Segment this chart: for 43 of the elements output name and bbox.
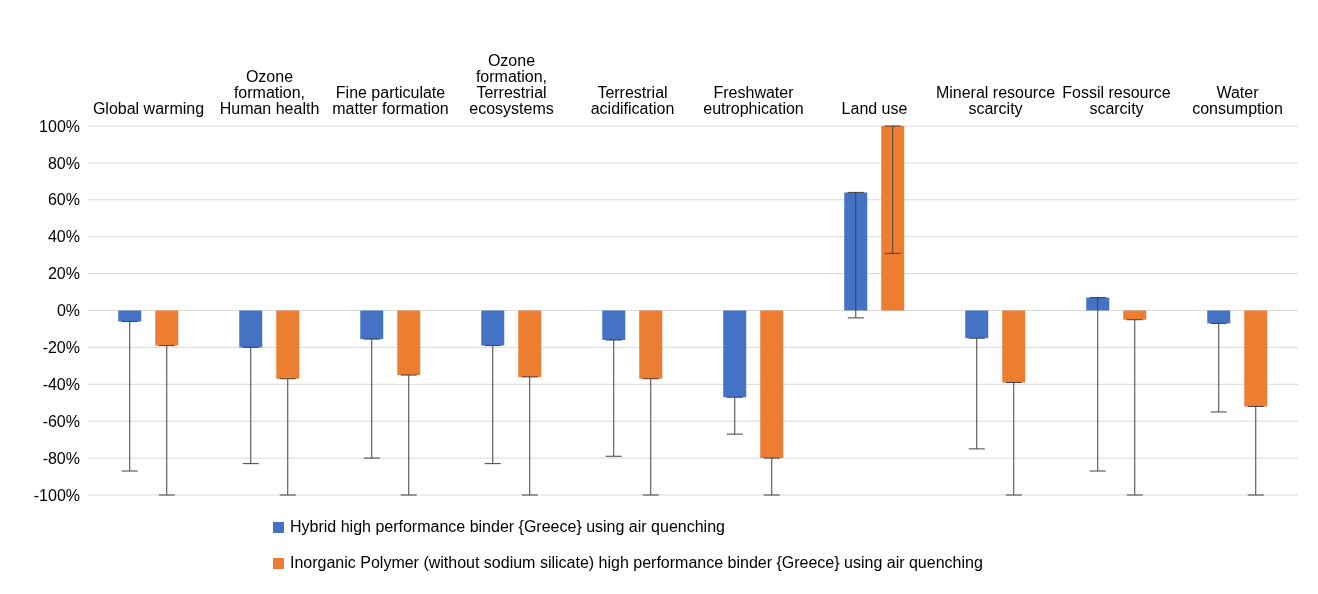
x-tick-label: Ozone formation, Terrestrial ecosystems	[469, 52, 554, 117]
bar	[1207, 310, 1231, 324]
bar	[881, 126, 905, 311]
bar	[1244, 310, 1268, 407]
y-tick-label: 0%	[56, 302, 80, 320]
y-tick-label: -100%	[33, 486, 80, 504]
bar	[118, 310, 142, 322]
x-tick-label: Water consumption	[1192, 84, 1283, 117]
x-tick-label: Freshwater eutrophication	[703, 84, 804, 117]
x-tick-label: Fossil resource scarcity	[1062, 84, 1171, 117]
bar	[518, 310, 542, 377]
y-tick-label: 100%	[39, 117, 80, 135]
bar	[965, 310, 989, 339]
x-tick-label: Global warming	[92, 100, 205, 117]
y-tick-label: 80%	[47, 154, 80, 172]
bar	[360, 310, 384, 340]
bar	[481, 310, 505, 346]
bar	[397, 310, 421, 376]
bar	[155, 310, 179, 346]
y-tick-label: 40%	[47, 228, 80, 246]
bar	[1002, 310, 1026, 383]
y-tick-label: -40%	[42, 375, 80, 393]
legend-label: Inorganic Polymer (without sodium silicate) high performance binder {Greece} using air quenching	[290, 553, 983, 573]
bar	[276, 310, 300, 379]
x-tick-label: Terrestrial acidification	[590, 84, 675, 117]
x-tick-label: Ozone formation, Human health	[219, 68, 320, 117]
bar	[602, 310, 626, 341]
y-tick-label: 20%	[47, 265, 80, 283]
y-tick-label: 60%	[47, 191, 80, 209]
bar	[1123, 310, 1147, 320]
bar	[723, 310, 747, 398]
bar	[1086, 297, 1110, 311]
bar	[844, 192, 868, 311]
x-tick-label: Mineral resource scarcity	[935, 84, 1056, 117]
bar	[239, 310, 263, 348]
y-tick-label: -80%	[42, 449, 80, 467]
y-tick-label: -20%	[42, 339, 80, 357]
y-tick-label: -60%	[42, 412, 80, 430]
x-tick-label: Fine particulate matter formation	[332, 84, 449, 117]
x-tick-label: Land use	[841, 100, 908, 117]
bar	[760, 310, 784, 459]
bar	[639, 310, 663, 379]
legend-label: Hybrid high performance binder {Greece} using air quenching	[290, 517, 725, 537]
